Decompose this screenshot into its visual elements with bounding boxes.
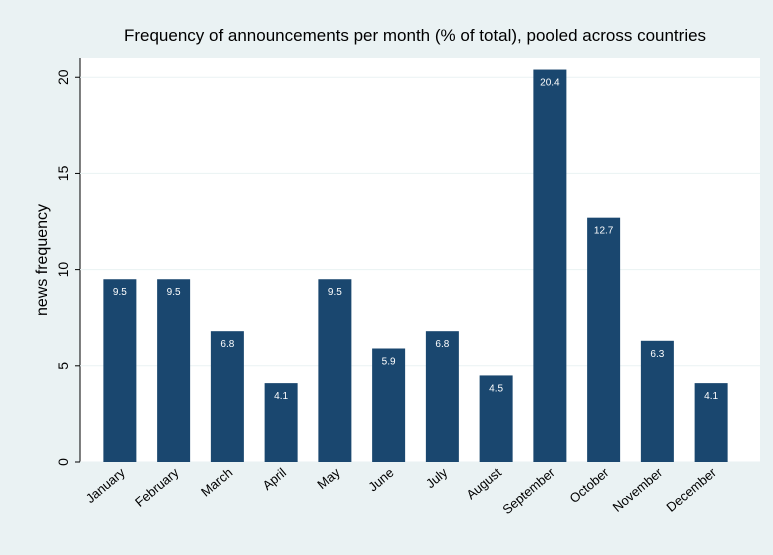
bar — [425, 331, 459, 462]
y-tick-label: 0 — [55, 458, 71, 466]
bar — [210, 331, 244, 462]
bar — [157, 279, 191, 462]
value-label: 12.7 — [594, 226, 614, 237]
value-label: 9.5 — [328, 287, 342, 298]
y-tick-label: 10 — [55, 262, 71, 278]
y-axis-label: news frequency — [34, 204, 51, 316]
bar — [103, 279, 137, 462]
value-label: 6.8 — [220, 339, 234, 350]
value-label: 6.8 — [435, 339, 449, 350]
y-tick-label: 15 — [55, 165, 71, 181]
value-label: 20.4 — [540, 78, 560, 89]
bar — [640, 340, 674, 462]
value-label: 5.9 — [382, 356, 396, 367]
value-label: 4.5 — [489, 383, 503, 394]
value-label: 9.5 — [113, 287, 127, 298]
value-label: 9.5 — [167, 287, 181, 298]
bar — [318, 279, 352, 462]
bar — [372, 348, 406, 462]
bar — [694, 383, 728, 462]
value-label: 6.3 — [650, 349, 664, 360]
bar — [587, 217, 621, 462]
bar — [533, 69, 567, 463]
value-label: 4.1 — [704, 391, 718, 402]
bar — [479, 375, 513, 462]
value-label: 4.1 — [274, 391, 288, 402]
bar — [264, 383, 298, 462]
y-tick-label: 20 — [55, 69, 71, 85]
y-tick-label: 5 — [55, 362, 71, 370]
chart-title: Frequency of announcements per month (% … — [124, 26, 706, 45]
